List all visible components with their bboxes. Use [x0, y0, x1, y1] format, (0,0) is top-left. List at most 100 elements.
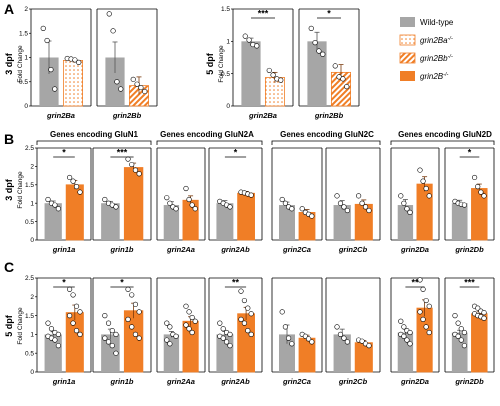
gene-label-grin2db: grin2Db	[454, 245, 484, 254]
y-tick-label: 0.5	[25, 350, 34, 357]
data-point	[132, 301, 139, 307]
data-point	[278, 77, 284, 83]
gene-label-grin2cb: grin2Cb	[338, 377, 368, 386]
y-title-a-3dpf: Fold Change	[17, 45, 24, 83]
data-point	[289, 341, 295, 347]
y-title-c: Fold Change	[17, 307, 24, 345]
gene-label-grin2ab: grin2Ab	[220, 245, 250, 254]
data-point	[220, 335, 226, 341]
chart-a-3-dpf: 0 0.5 1 1.5 2 grin2Ba grin2Bb	[19, 6, 158, 120]
bar-wild-type-grin2cb	[333, 205, 351, 240]
data-point	[417, 167, 423, 173]
bar-mutant-grin2ba	[63, 60, 84, 107]
y-tick-label: 2.5	[25, 275, 34, 282]
gene-label-grin2bb: grin2Bb	[314, 111, 344, 120]
data-point	[407, 341, 413, 347]
data-point	[48, 67, 54, 73]
data-point	[241, 297, 248, 304]
data-point	[109, 343, 115, 349]
group-header-glun2c: Genes encoding GluN2C	[280, 130, 374, 139]
group-header-glun2a: Genes encoding GluN2A	[160, 130, 254, 139]
legend-label-wild-type: Wild-type	[420, 18, 454, 27]
data-point	[282, 200, 289, 206]
data-point	[481, 315, 487, 321]
data-point	[334, 193, 340, 199]
y-tick-label: 1	[30, 332, 34, 339]
bar-mutant-grin2da	[416, 183, 433, 241]
data-point	[227, 331, 233, 338]
gene-label-grin2ca: grin2Ca	[282, 377, 311, 386]
data-point	[248, 192, 254, 198]
row-label-a-3dpf: 3 dpf	[4, 52, 14, 75]
subplot-grin2ca: grin2Ca	[271, 277, 323, 386]
data-point	[102, 313, 108, 319]
significance-label: *	[62, 278, 66, 288]
gene-label-grin2cb: grin2Cb	[338, 245, 368, 254]
significance-label: ***	[117, 148, 128, 158]
legend: Wild-type grin2Ba-/- grin2Bb-/- grin2B-/…	[399, 17, 454, 81]
subplot-grin2aa: grin2Aa	[156, 277, 206, 386]
data-point	[423, 297, 429, 304]
data-point	[289, 206, 295, 212]
y-tick-label: 1	[24, 55, 28, 62]
gene-label-grin2ba: grin2Ba	[46, 111, 75, 120]
data-point	[417, 309, 423, 315]
data-point	[105, 320, 112, 326]
gene-label-grin2ab: grin2Ab	[220, 377, 250, 386]
legend-swatch-grin2bb	[399, 52, 416, 64]
gene-label-grin2aa: grin2Aa	[166, 377, 195, 386]
gene-label-grin2aa: grin2Aa	[166, 245, 195, 254]
data-point	[238, 316, 244, 322]
row-label-c-5dpf: 5 dpf	[4, 314, 14, 337]
data-point	[189, 314, 195, 321]
data-point	[113, 331, 119, 338]
legend-swatch-grin2ba	[399, 34, 416, 46]
data-point	[481, 193, 487, 199]
data-point	[173, 206, 179, 212]
data-point	[452, 313, 458, 319]
data-point	[129, 292, 135, 298]
gene-label-grin2ba: grin2Ba	[248, 111, 277, 120]
gene-label-grin1b: grin1b	[110, 245, 134, 254]
y-tick-label: 2	[30, 164, 34, 171]
data-point	[248, 331, 254, 338]
data-point	[183, 322, 189, 328]
data-point	[173, 333, 179, 339]
data-point	[270, 72, 276, 78]
data-point	[344, 207, 350, 214]
y-title-b: Fold Change	[17, 171, 24, 209]
subplot-grin2ba: 0 0.5 1 1.5 2 grin2Ba	[19, 6, 92, 120]
data-point	[73, 303, 80, 309]
y-tick-label: 1	[226, 39, 230, 46]
data-point	[426, 303, 432, 309]
data-point	[45, 196, 51, 203]
data-point	[52, 202, 58, 208]
significance-label: *	[234, 148, 238, 158]
data-point	[248, 311, 254, 317]
chart-a-5-dpf: 0 0.5 1 1.5 *** grin2Ba * grin2Bb	[221, 6, 360, 120]
data-point	[279, 309, 285, 315]
data-point	[316, 48, 322, 54]
data-point	[417, 277, 423, 283]
data-point	[102, 196, 108, 203]
significance-label: *	[327, 9, 331, 19]
subplot-grin2bb: grin2Bb	[96, 8, 158, 120]
data-point	[132, 167, 139, 173]
data-point	[398, 193, 404, 199]
subplot-grin1a: 0 0.5 1 1.5 2 2.5 * grin1a	[25, 145, 92, 254]
data-point	[70, 178, 76, 184]
gene-label-grin2da: grin2Da	[400, 377, 429, 386]
significance-label: *	[62, 148, 66, 158]
data-point	[245, 305, 251, 311]
data-point	[77, 309, 83, 315]
panel-label-a: A	[4, 1, 14, 17]
data-point	[455, 320, 461, 326]
subplot-grin2da: ** grin2Da	[390, 277, 440, 386]
data-point	[106, 11, 112, 17]
bar-wild-type-grin2aa	[163, 205, 180, 240]
y-tick-label: 2.5	[25, 145, 34, 152]
data-point	[142, 88, 148, 95]
data-point	[359, 338, 365, 344]
data-point	[398, 318, 404, 324]
y-tick-label: 2	[30, 294, 34, 301]
